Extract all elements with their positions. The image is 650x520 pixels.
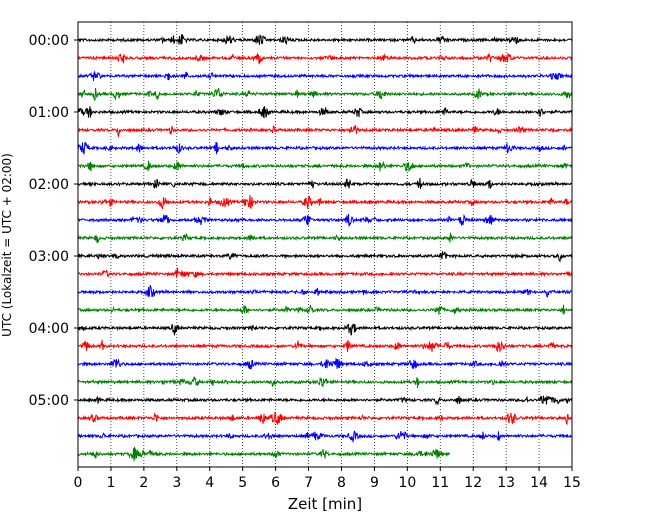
x-tick-label: 13 <box>497 475 515 491</box>
trace-row <box>77 285 573 298</box>
plot-frame <box>77 21 573 468</box>
y-axis-label: UTC (Lokalzeit = UTC + 02:00) <box>0 153 14 337</box>
trace-row <box>77 251 573 263</box>
x-tick-label: 14 <box>530 475 548 491</box>
x-tick-label: 15 <box>563 475 581 491</box>
y-tick-label: 00:00 <box>29 33 69 49</box>
trace-row <box>77 160 573 172</box>
trace-row <box>77 304 573 315</box>
trace-row <box>77 267 573 278</box>
x-axis-label: Zeit [min] <box>288 495 362 513</box>
y-tick-label: 05:00 <box>29 393 69 409</box>
trace-row <box>77 177 573 190</box>
y-tick-label: 04:00 <box>29 321 69 337</box>
trace-row <box>77 87 573 101</box>
x-tick-label: 1 <box>106 475 115 491</box>
x-tick-label: 6 <box>271 475 280 491</box>
trace-row <box>77 34 573 46</box>
y-tick-label: 01:00 <box>29 105 69 121</box>
trace-row <box>77 430 573 444</box>
trace-row <box>77 141 573 155</box>
x-tick-label: 9 <box>370 475 379 491</box>
x-tick-label: 3 <box>172 475 181 491</box>
x-tick-label: 0 <box>74 475 83 491</box>
x-tick-label: 11 <box>431 475 449 491</box>
trace-row <box>77 70 573 81</box>
trace-row <box>77 446 451 462</box>
y-tick-label: 03:00 <box>29 249 69 265</box>
x-tick-label: 7 <box>304 475 313 491</box>
trace-row <box>77 323 573 336</box>
x-tick-label: 2 <box>139 475 148 491</box>
y-axis-ticks: 00:00 01:00 02:00 03:00 04:00 05:00 <box>29 33 78 409</box>
trace-row <box>77 124 573 138</box>
trace-row <box>77 339 573 354</box>
x-tick-label: 10 <box>398 475 416 491</box>
seismic-traces <box>77 34 573 462</box>
x-tick-label: 4 <box>205 475 214 491</box>
trace-row <box>77 410 573 426</box>
x-tick-label: 12 <box>464 475 482 491</box>
trace-row <box>77 376 573 389</box>
vertical-grid <box>110 22 540 467</box>
trace-row <box>77 194 573 210</box>
trace-row <box>77 106 573 119</box>
x-tick-label: 5 <box>238 475 247 491</box>
trace-row <box>77 357 573 370</box>
x-tick-label: 8 <box>337 475 346 491</box>
trace-row <box>77 394 573 406</box>
trace-row <box>77 213 573 227</box>
trace-row <box>77 232 573 244</box>
trace-row <box>77 52 573 65</box>
x-axis-ticks: 0 1 2 3 4 5 6 7 8 9 10 11 12 13 14 15 <box>74 467 581 491</box>
y-tick-label: 02:00 <box>29 177 69 193</box>
